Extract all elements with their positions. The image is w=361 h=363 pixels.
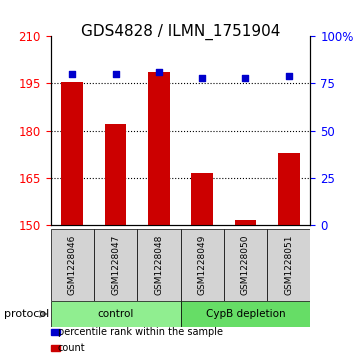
FancyBboxPatch shape xyxy=(267,229,310,301)
Text: count: count xyxy=(58,343,86,354)
FancyBboxPatch shape xyxy=(180,229,224,301)
FancyBboxPatch shape xyxy=(137,229,180,301)
Text: GSM1228049: GSM1228049 xyxy=(198,235,206,295)
Point xyxy=(199,75,205,81)
FancyBboxPatch shape xyxy=(51,229,94,301)
FancyBboxPatch shape xyxy=(51,301,180,327)
Point xyxy=(243,75,248,81)
Point xyxy=(156,69,162,75)
Point xyxy=(69,71,75,77)
Text: CypB depletion: CypB depletion xyxy=(206,309,285,319)
Text: control: control xyxy=(97,309,134,319)
Text: GDS4828 / ILMN_1751904: GDS4828 / ILMN_1751904 xyxy=(81,24,280,40)
Bar xyxy=(148,73,170,225)
Text: GSM1228051: GSM1228051 xyxy=(284,235,293,295)
FancyBboxPatch shape xyxy=(224,229,267,301)
Text: protocol: protocol xyxy=(4,309,49,319)
Point xyxy=(113,71,118,77)
FancyBboxPatch shape xyxy=(94,229,137,301)
Bar xyxy=(278,153,300,225)
Text: GSM1228048: GSM1228048 xyxy=(155,235,163,295)
Bar xyxy=(61,82,83,225)
Bar xyxy=(191,173,213,225)
Text: GSM1228046: GSM1228046 xyxy=(68,235,77,295)
FancyBboxPatch shape xyxy=(180,301,310,327)
Point xyxy=(286,73,292,79)
Text: GSM1228047: GSM1228047 xyxy=(111,235,120,295)
Text: GSM1228050: GSM1228050 xyxy=(241,235,250,295)
Bar xyxy=(235,220,256,225)
Bar xyxy=(105,125,126,225)
Text: percentile rank within the sample: percentile rank within the sample xyxy=(58,327,223,337)
